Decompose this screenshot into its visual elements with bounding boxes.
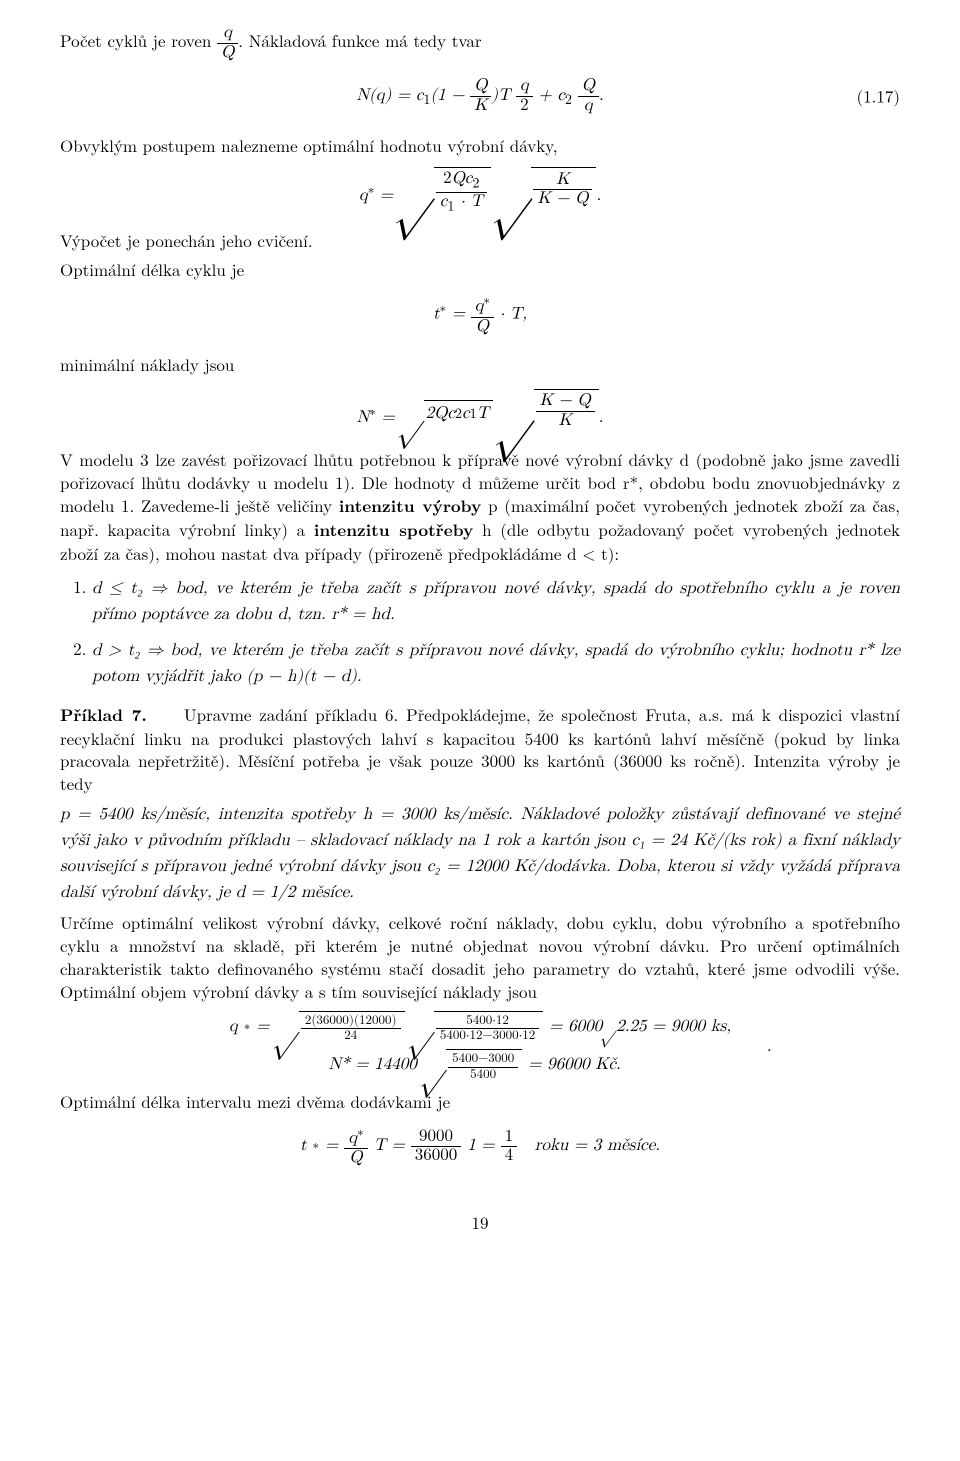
intenzitu-vyroby: intenzitu výroby — [339, 494, 481, 518]
intenzitu-spotreby: intenzitu spotřeby — [314, 518, 473, 542]
eq-tstar: t∗ = q∗Q · T, — [60, 291, 900, 339]
t-tail: roku = 3 měsíce. — [535, 1135, 660, 1158]
priklad7-para: Příklad 7. Upravme zadání příkladu 6. Př… — [60, 703, 900, 796]
n-14400: N* = 14400 — [329, 1054, 417, 1077]
eq-1-17-content: N(q) = c1(1 − QK)T q2 + c2 Qq. — [356, 77, 603, 115]
t-1: 1 — [501, 1128, 518, 1148]
n-sqrt-den: 5400 — [448, 1068, 518, 1082]
intro-text: Počet cyklů je roven — [60, 28, 217, 52]
enum-item-1: d ≤ t₂ ⇒ bod, ve kterém je třeba začít s… — [92, 575, 900, 627]
priklad7-body: Upravme zadání příkladu 6. Předpokládejm… — [60, 702, 900, 796]
eq-Nstar-content: N∗ = √2Qc2c1T √ K − QK . — [357, 389, 604, 431]
opt-delka-interval: Optimální délka intervalu mezi dvěma dod… — [60, 1090, 900, 1113]
intro-line: Počet cyklů je roven qQ. Nákladová funkc… — [60, 24, 900, 62]
q-den2: 5400·12−3000·12 — [436, 1029, 539, 1043]
eq-Nstar: N∗ = √2Qc2c1T √ K − QK . — [60, 386, 900, 434]
priklad7-body2-text: p = 5400 ks/měsíc, intenzita spotřeby h … — [60, 806, 900, 901]
big-paragraph: V modelu 3 lze zavést pořizovací lhůtu p… — [60, 448, 900, 565]
eq-number-1-17: (1.17) — [857, 85, 900, 108]
q-num2: 5400·12 — [436, 1014, 539, 1029]
n-result: = 96000 Kč. — [528, 1054, 621, 1077]
eq-qstar-content: q∗ = √ 2Qc2c1 · T √ KK − Q . — [359, 167, 601, 215]
enum-2-text: d > t₂ ⇒ bod, ve kterém je třeba začít s… — [92, 642, 900, 685]
frac-qQ: qQ — [217, 34, 238, 51]
line-after-117: Obvyklým postupem nalezneme optimální ho… — [60, 134, 900, 157]
priklad7-label: Příklad 7. — [60, 703, 147, 727]
t-9000: 9000 — [411, 1128, 462, 1148]
eq-qstar-numeric: q∗ = √ 2(36000)(12000)24 √ 5400·125400·1… — [60, 1011, 900, 1082]
q-num1: 2(36000)(12000) — [301, 1014, 401, 1029]
eq-tstar-content: t∗ = q∗Q · T, — [433, 294, 527, 336]
eq-1-17: N(q) = c1(1 − QK)T q2 + c2 Qq. (1.17) — [60, 72, 900, 120]
n-sqrt-num: 5400−3000 — [448, 1052, 518, 1067]
eq-qstar-numeric-row1: q∗ = √ 2(36000)(12000)24 √ 5400·125400·1… — [229, 1011, 731, 1044]
enum-item-2: d > t₂ ⇒ bod, ve kterém je třeba začít s… — [92, 637, 900, 689]
eq-tstar-numeric: t∗ = q∗QT = 9000360001 = 14 roku = 3 měs… — [60, 1123, 900, 1171]
priklad7-body3: Určíme optimální velikost výrobní dávky,… — [60, 911, 900, 1003]
opt-delka-line: Optimální délka cyklu je — [60, 258, 900, 281]
page-number: 19 — [60, 1211, 900, 1234]
t-4: 4 — [501, 1147, 518, 1166]
eq-qstar: q∗ = √ 2Qc2c1 · T √ KK − Q . — [60, 167, 900, 215]
min-nakl-line: minimální náklady jsou — [60, 353, 900, 376]
eq-tstar-numeric-content: t∗ = q∗QT = 9000360001 = 14 roku = 3 měs… — [300, 1126, 660, 1168]
q-den1: 24 — [301, 1029, 401, 1043]
t-36000: 36000 — [411, 1147, 462, 1166]
q-result: = 6000√2.25 = 9000 ks, — [549, 1016, 731, 1039]
enum-1-text: d ≤ t₂ ⇒ bod, ve kterém je třeba začít s… — [92, 580, 900, 623]
eq-Nstar-numeric-row: N* = 14400 √ 5400−30005400 = 96000 Kč. . — [329, 1049, 632, 1082]
priklad7-body2: p = 5400 ks/měsíc, intenzita spotřeby h … — [60, 801, 900, 905]
enum-list: d ≤ t₂ ⇒ bod, ve kterém je třeba začít s… — [60, 575, 900, 689]
vypocet-line: Výpočet je ponechán jeho cvičení. — [60, 229, 900, 252]
intro-text-2: . Nákladová funkce má tedy tvar — [238, 28, 481, 52]
